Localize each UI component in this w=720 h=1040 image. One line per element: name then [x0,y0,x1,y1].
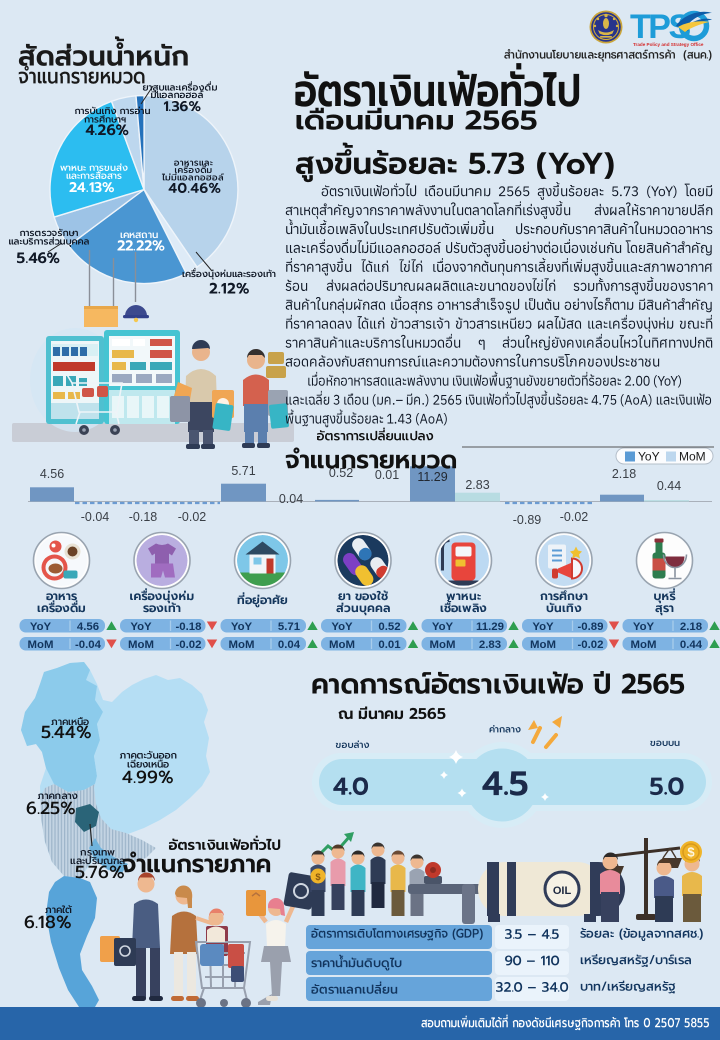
svg-text:2.18: 2.18 [680,621,702,633]
svg-text:11.29: 11.29 [476,621,504,633]
svg-text:MoM: MoM [329,639,355,651]
svg-text:YoY: YoY [432,621,454,633]
svg-text:5.71: 5.71 [278,621,301,633]
svg-text:MoM: MoM [430,639,456,651]
svg-text:MoM: MoM [28,639,54,651]
svg-text:4.56: 4.56 [77,621,99,633]
svg-text:MoM: MoM [128,639,154,651]
svg-text:-0.04: -0.04 [81,510,110,524]
svg-text:-0.02: -0.02 [178,510,207,524]
svg-text:0.52: 0.52 [329,466,353,480]
svg-text:-0.02: -0.02 [578,639,604,651]
svg-text:-0.89: -0.89 [578,621,604,633]
svg-text:$: $ [687,845,695,860]
svg-text:MoM: MoM [229,639,255,651]
svg-text:2.83: 2.83 [479,639,501,651]
svg-text:-0.18: -0.18 [176,621,202,633]
svg-text:0.01: 0.01 [375,468,399,482]
svg-text:MoM: MoM [530,639,556,651]
svg-text:$: $ [315,872,321,883]
svg-text:-0.02: -0.02 [176,639,202,651]
svg-text:0.52: 0.52 [378,621,400,633]
svg-text:0.44: 0.44 [680,639,703,651]
svg-text:YoY: YoY [638,450,660,464]
svg-text:Trade Policy and Strategy Offi: Trade Policy and Strategy Office [633,42,704,47]
svg-text:0.01: 0.01 [378,639,401,651]
svg-text:YoY: YoY [30,621,52,633]
svg-text:YoY: YoY [331,621,353,633]
svg-text:4.56: 4.56 [40,467,64,481]
svg-text:-0.89: -0.89 [513,513,542,527]
svg-text:YoY: YoY [231,621,253,633]
svg-text:-0.02: -0.02 [560,510,589,524]
svg-text:MoM: MoM [631,639,657,651]
svg-text:YoY: YoY [633,621,655,633]
svg-text:2.18: 2.18 [612,467,636,481]
svg-text:11.29: 11.29 [417,470,447,484]
svg-text:MoM: MoM [679,450,706,464]
svg-text:0.04: 0.04 [279,492,303,506]
svg-text:YoY: YoY [532,621,554,633]
svg-text:2.83: 2.83 [465,478,489,492]
svg-text:5.71: 5.71 [231,464,255,478]
svg-text:YoY: YoY [130,621,152,633]
svg-text:-0.04: -0.04 [75,639,102,651]
svg-text:-0.18: -0.18 [129,510,158,524]
svg-text:0.44: 0.44 [657,479,681,493]
svg-text:OIL: OIL [553,885,572,897]
svg-text:0.04: 0.04 [278,639,301,651]
